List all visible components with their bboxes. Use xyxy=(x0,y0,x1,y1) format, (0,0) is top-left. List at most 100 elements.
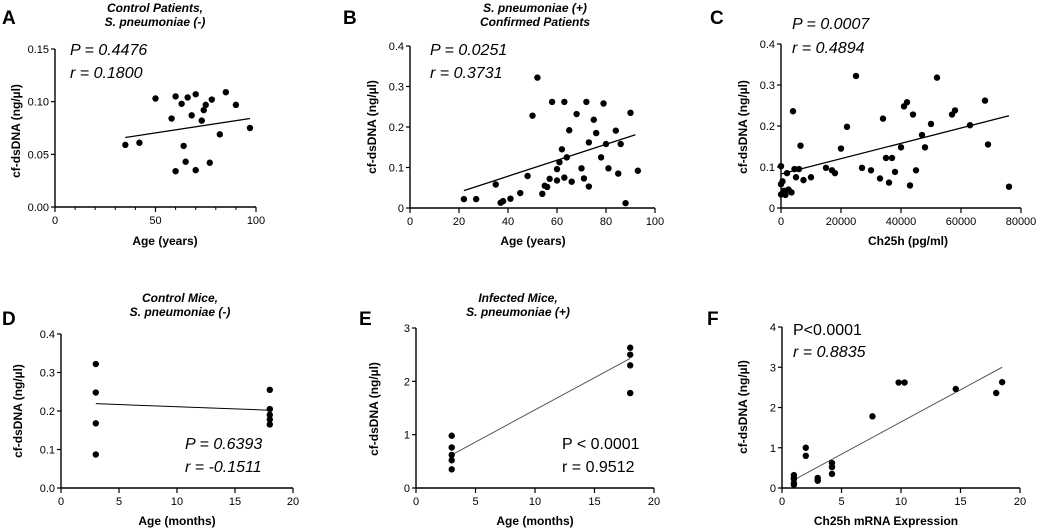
data-point xyxy=(903,99,911,106)
data-point xyxy=(867,167,875,174)
data-point xyxy=(605,165,612,172)
y-tick-label: 0.3 xyxy=(760,80,775,92)
y-tick-label: 0 xyxy=(770,483,776,495)
data-point xyxy=(553,177,561,184)
panel-c: C P = 0.0007 r = 0.4894 Ch25h (pg/ml) cf… xyxy=(710,8,1036,248)
data-point xyxy=(951,107,959,114)
panel-title-line: Infected Mice, xyxy=(478,291,557,305)
plot-marks xyxy=(790,366,1006,488)
regression-line xyxy=(95,403,270,411)
data-point xyxy=(984,141,992,148)
y-tick-label: 0.2 xyxy=(760,121,775,133)
regression-line xyxy=(793,366,1003,481)
p-value: P<0.0001 xyxy=(793,322,862,339)
x-axis-label: Age (months) xyxy=(138,514,215,528)
data-point xyxy=(927,120,935,128)
data-point xyxy=(622,199,629,207)
data-point xyxy=(566,127,573,134)
y-tick-label: 0.1 xyxy=(40,445,55,457)
y-axis-label: cf-dsDNA (ng/µl) xyxy=(11,364,25,458)
data-point xyxy=(627,109,634,117)
y-tick-label: 0.4 xyxy=(40,329,55,341)
data-point xyxy=(200,106,207,114)
axis-ticks: 0 1 2 3 4 0 5 10 15 20 xyxy=(770,322,1026,508)
data-point xyxy=(782,191,789,199)
data-point xyxy=(266,411,273,419)
panel-title-line: S. pneumoniae (-) xyxy=(130,305,231,319)
y-axis-label: cf-dsDNA (ng/µl) xyxy=(9,84,23,178)
data-point xyxy=(790,481,798,488)
data-point xyxy=(507,195,514,202)
data-point xyxy=(539,190,546,198)
data-point xyxy=(472,195,480,203)
data-point xyxy=(92,360,100,368)
data-point xyxy=(266,421,273,428)
data-point xyxy=(797,142,804,149)
data-point xyxy=(206,159,213,166)
axis-ticks: 0.0 0.1 0.2 0.3 0.4 0 5 10 15 20 xyxy=(40,329,299,508)
x-axis-label: Age (years) xyxy=(500,234,565,248)
data-point xyxy=(998,378,1006,386)
data-point xyxy=(891,168,899,176)
panel-letter: C xyxy=(710,8,724,29)
data-point xyxy=(590,116,597,123)
y-tick-label: 0.3 xyxy=(40,368,55,380)
data-point xyxy=(993,389,1000,397)
p-value: P = 0.4476 xyxy=(70,42,147,59)
x-tick-label: 80 xyxy=(600,216,612,228)
data-point xyxy=(789,108,797,115)
data-point xyxy=(933,74,941,81)
data-point xyxy=(777,162,785,170)
plot-marks xyxy=(122,88,254,175)
data-point xyxy=(921,144,929,151)
y-tick-label: 1 xyxy=(404,430,410,442)
data-point xyxy=(792,174,800,181)
data-point xyxy=(172,93,179,100)
regression-line xyxy=(780,115,1010,175)
data-point xyxy=(172,167,179,175)
data-point xyxy=(852,72,860,80)
data-point xyxy=(790,474,798,482)
data-point xyxy=(266,405,273,413)
data-point xyxy=(634,167,642,174)
data-point xyxy=(828,463,836,471)
x-tick-label: 10 xyxy=(529,496,541,508)
data-point xyxy=(837,145,845,152)
data-point xyxy=(198,117,205,124)
r-value: r = 0.1800 xyxy=(70,65,143,82)
x-tick-label: 5 xyxy=(838,496,844,508)
panel-letter: D xyxy=(2,309,16,330)
y-tick-label: 0.2 xyxy=(389,122,404,134)
y-tick-label: 0.4 xyxy=(389,41,404,53)
data-point xyxy=(828,470,836,478)
data-point xyxy=(553,165,561,173)
panel-f: F P<0.0001 r = 0.8835 Ch25h mRNA Express… xyxy=(707,309,1026,528)
data-point xyxy=(895,379,902,386)
x-tick-label: 100 xyxy=(646,216,664,228)
x-tick-label: 5 xyxy=(472,496,478,508)
panel-e: E Infected Mice, S. pneumoniae (+) P < 0… xyxy=(359,291,660,528)
data-point xyxy=(499,197,507,205)
data-point xyxy=(879,115,887,122)
data-point xyxy=(981,97,989,104)
data-point xyxy=(524,172,531,180)
p-value: P = 0.0251 xyxy=(430,42,507,59)
data-point xyxy=(843,123,851,131)
data-point xyxy=(802,444,809,451)
data-point xyxy=(448,432,455,439)
data-point xyxy=(918,131,926,139)
data-point xyxy=(568,178,575,185)
x-axis-label: Age (years) xyxy=(132,234,197,248)
y-tick-label: 0.0 xyxy=(40,483,55,495)
data-point xyxy=(188,112,195,119)
data-point xyxy=(831,169,839,177)
y-tick-label: 0.1 xyxy=(760,162,775,174)
data-point xyxy=(593,129,600,137)
x-axis-label: Ch25h mRNA Expression xyxy=(814,514,958,528)
y-tick-label: 3 xyxy=(404,323,410,335)
data-point xyxy=(885,179,893,186)
x-tick-label: 60000 xyxy=(946,216,977,228)
data-point xyxy=(807,174,815,181)
data-point xyxy=(822,164,830,172)
